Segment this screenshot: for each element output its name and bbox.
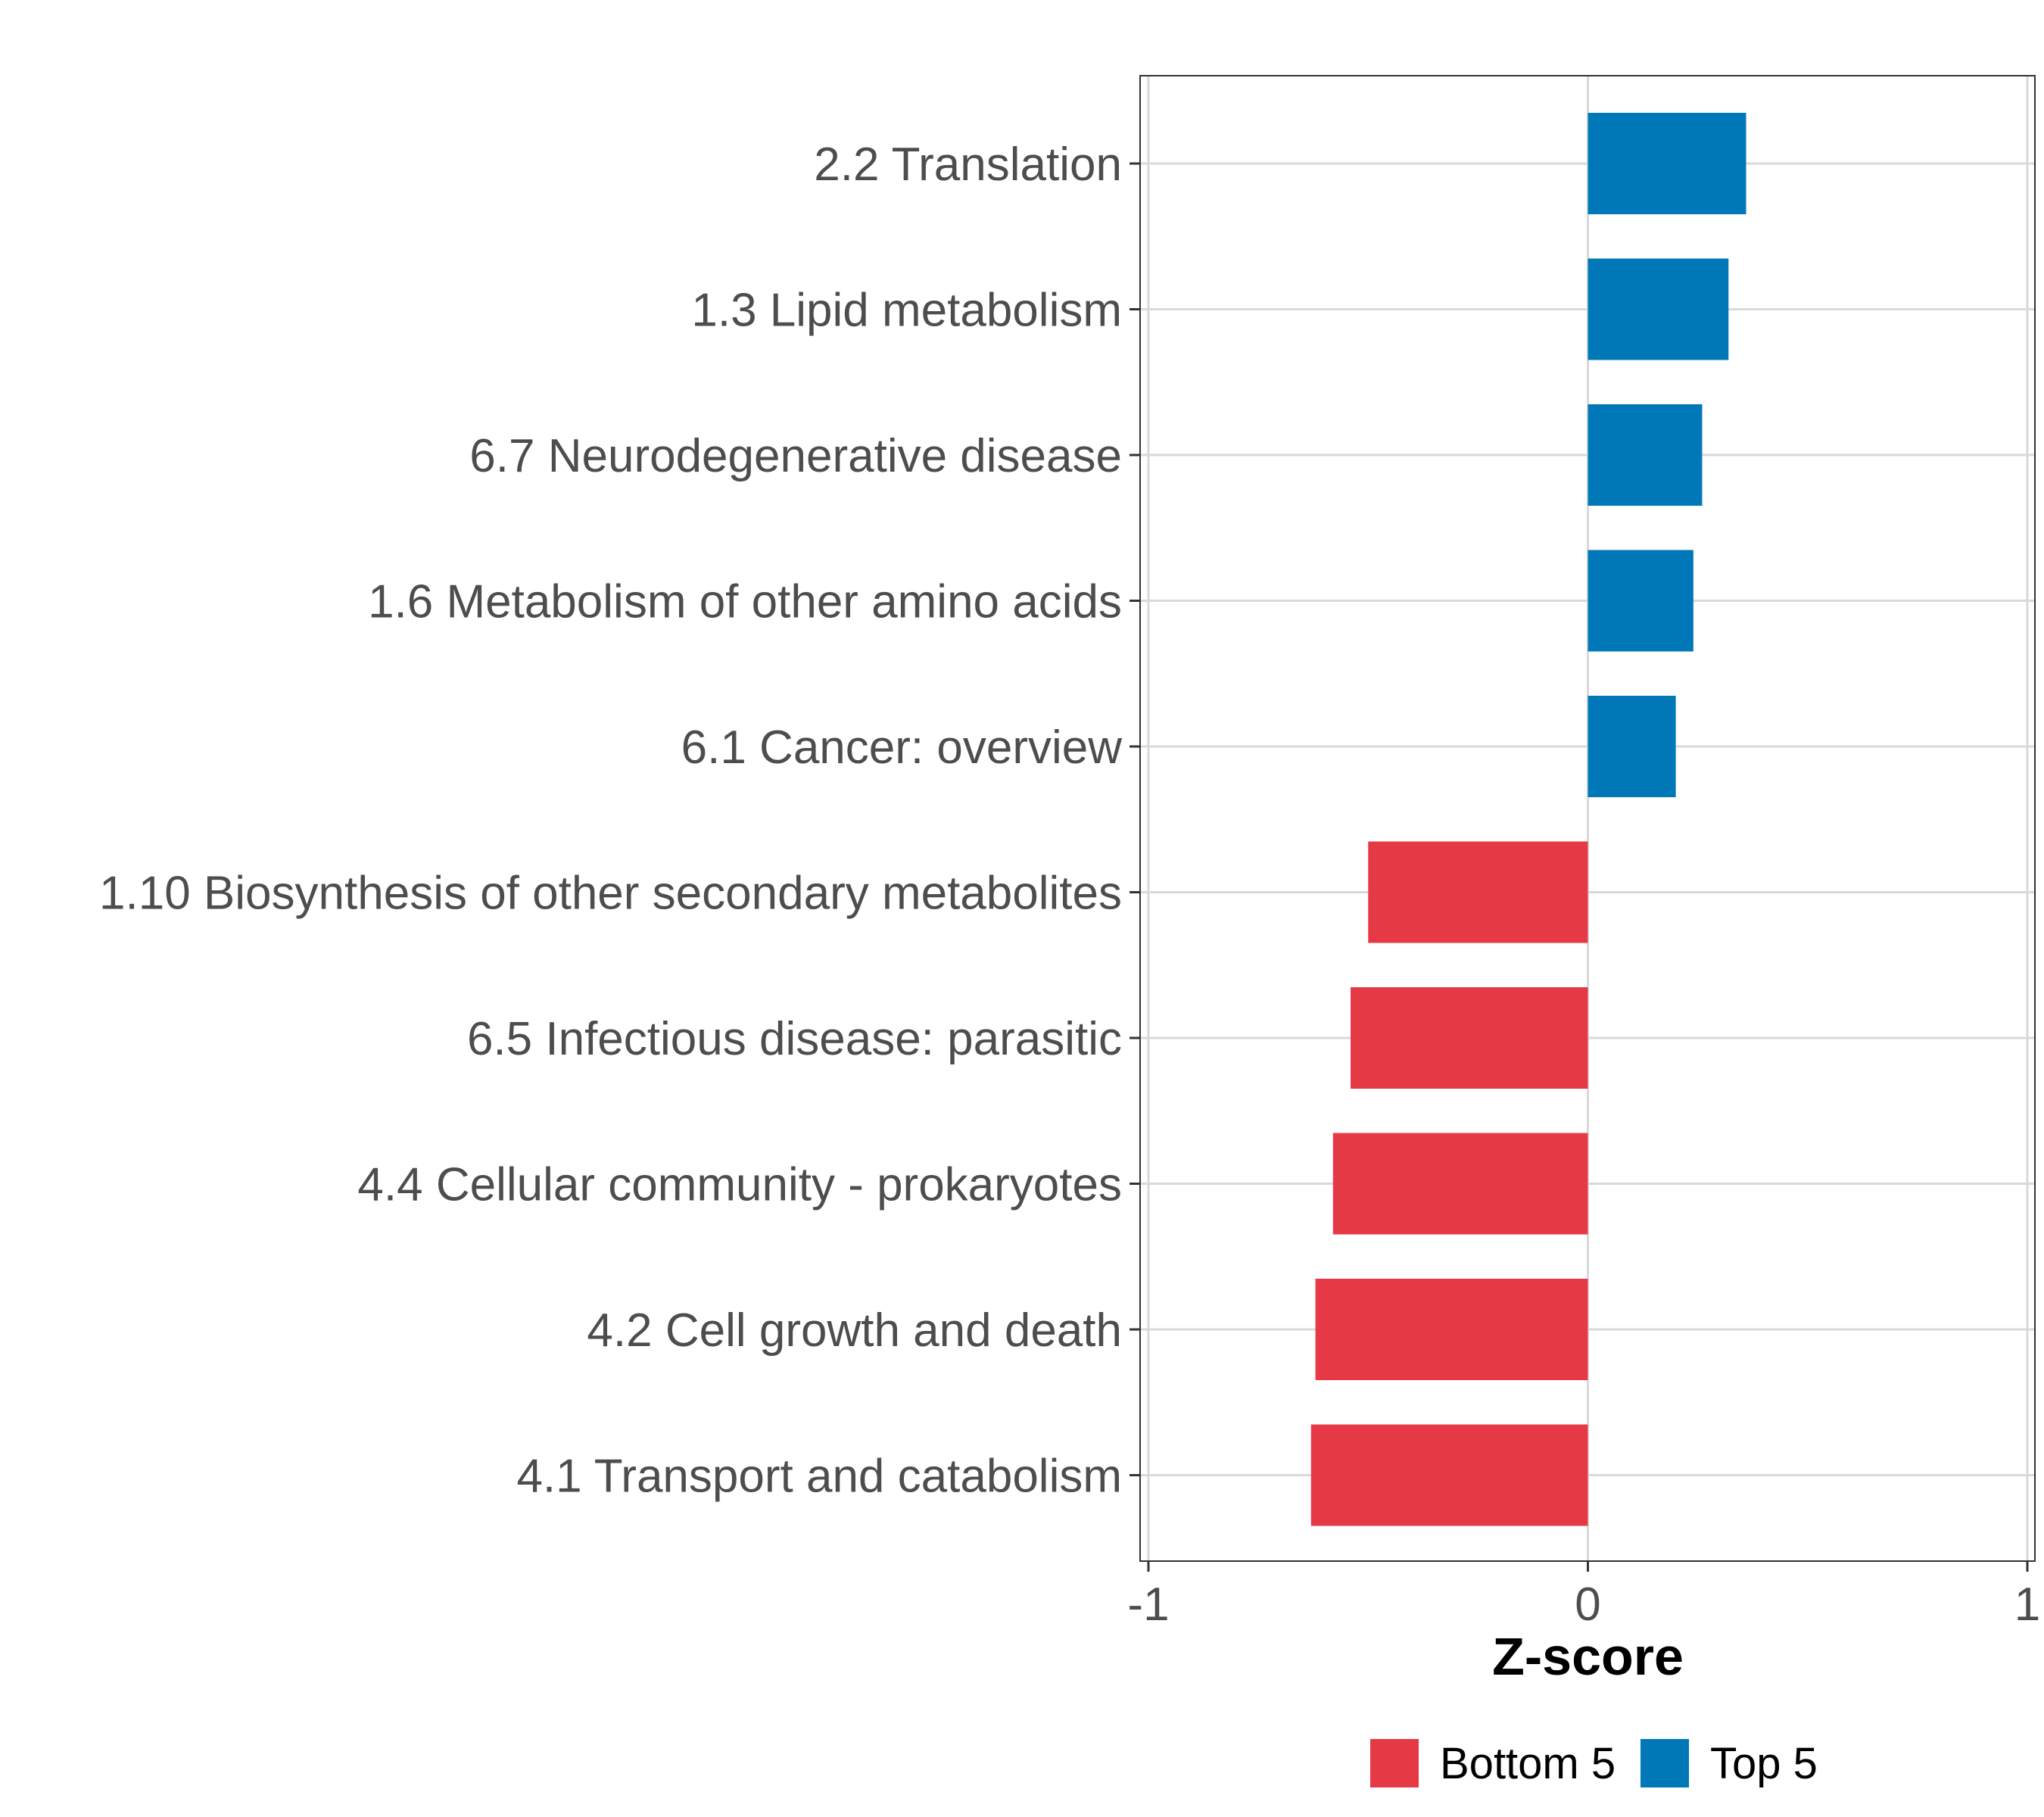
bar — [1588, 113, 1746, 214]
bar — [1332, 1133, 1588, 1235]
x-tick-label: 0 — [1575, 1579, 1600, 1631]
y-tick-label: 4.1 Transport and catabolism — [516, 1451, 1122, 1503]
y-tick-label: 2.2 Translation — [814, 139, 1122, 191]
y-tick-label: 6.1 Cancer: overview — [681, 722, 1123, 774]
legend-swatch — [1640, 1739, 1689, 1787]
bar — [1351, 987, 1588, 1089]
y-axis: 2.2 Translation 1.3 Lipid metabolism 6.7 N… — [99, 139, 1140, 1503]
bar — [1315, 1279, 1588, 1380]
bar — [1588, 258, 1729, 360]
bar — [1310, 1424, 1588, 1526]
bar — [1588, 696, 1676, 797]
y-tick-label: 4.2 Cell growth and death — [587, 1304, 1122, 1357]
bar-layer — [1310, 113, 1746, 1526]
y-tick-label: 1.6 Metabolism of other amino acids — [368, 576, 1122, 628]
x-tick-label: -1 — [1127, 1579, 1169, 1631]
bar — [1588, 550, 1693, 652]
legend: Bottom 5 Top 5 — [1370, 1739, 1818, 1788]
y-tick-label: 4.4 Cellular community - prokaryotes — [357, 1159, 1122, 1211]
legend-swatch — [1370, 1739, 1419, 1787]
bar — [1368, 841, 1588, 943]
y-tick-label: 1.3 Lipid metabolism — [691, 285, 1122, 337]
x-axis: -1 0 1 — [1127, 1561, 2040, 1631]
x-tick-label: 1 — [2014, 1579, 2040, 1631]
x-axis-title: Z-score — [1492, 1627, 1684, 1686]
y-tick-label: 6.5 Infectious disease: parasitic — [467, 1013, 1122, 1065]
legend-label: Bottom 5 — [1440, 1739, 1616, 1788]
y-tick-label: 6.7 Neurodegenerative disease — [469, 430, 1122, 482]
bar — [1588, 404, 1703, 506]
legend-label: Top 5 — [1710, 1739, 1818, 1788]
y-tick-label: 1.10 Biosynthesis of other secondary met… — [99, 868, 1122, 920]
